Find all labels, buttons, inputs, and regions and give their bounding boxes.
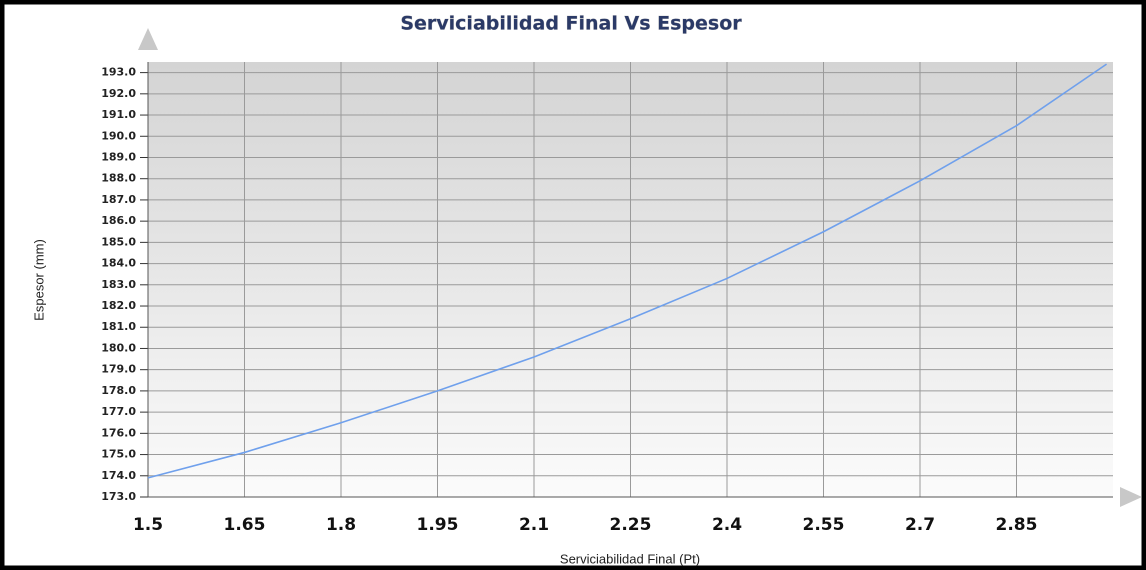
x-tick-label: 2.7 — [905, 515, 935, 535]
y-tick-label: 175.0 — [101, 448, 136, 461]
x-axis-label: Serviciabilidad Final (Pt) — [560, 551, 700, 566]
y-tick-label: 184.0 — [101, 257, 136, 270]
x-tick-label: 1.5 — [133, 515, 163, 535]
y-tick-label: 174.0 — [101, 469, 136, 482]
y-tick-label: 191.0 — [101, 108, 136, 121]
x-tick-label: 2.4 — [712, 515, 742, 535]
y-tick-label: 173.0 — [101, 490, 136, 503]
y-tick-label: 182.0 — [101, 299, 136, 312]
line — [147, 63, 1108, 479]
x-tick-label: 2.25 — [610, 515, 652, 535]
y-tick-label: 183.0 — [101, 278, 136, 291]
y-tick-label: 180.0 — [101, 341, 136, 354]
y-axis-arrow — [138, 28, 158, 50]
x-tick-label: 1.8 — [326, 515, 356, 535]
x-tick-label: 1.65 — [224, 515, 266, 535]
y-tick-label: 179.0 — [101, 363, 136, 376]
y-tick-label: 189.0 — [101, 150, 136, 163]
y-tick-label: 190.0 — [101, 129, 136, 142]
x-axis-arrow — [1120, 487, 1142, 507]
y-tick-label: 192.0 — [101, 87, 136, 100]
y-tick-label: 178.0 — [101, 384, 136, 397]
chart-title: Serviciabilidad Final Vs Espesor — [400, 13, 742, 35]
y-tick-label: 187.0 — [101, 193, 136, 206]
y-tick-label: 186.0 — [101, 214, 136, 227]
x-tick-label: 1.95 — [417, 515, 459, 535]
y-tick-label: 176.0 — [101, 426, 136, 439]
y-tick-label: 181.0 — [101, 320, 136, 333]
y-tick-label: 185.0 — [101, 235, 136, 248]
y-tick-label: 177.0 — [101, 405, 136, 418]
y-tick-label: 193.0 — [101, 66, 136, 79]
x-tick-label: 2.85 — [996, 515, 1038, 535]
y-tick-label: 188.0 — [101, 172, 136, 185]
x-tick-label: 2.55 — [803, 515, 845, 535]
y-axis-label: Espesor (mm) — [31, 239, 46, 321]
x-tick-label: 2.1 — [519, 515, 549, 535]
